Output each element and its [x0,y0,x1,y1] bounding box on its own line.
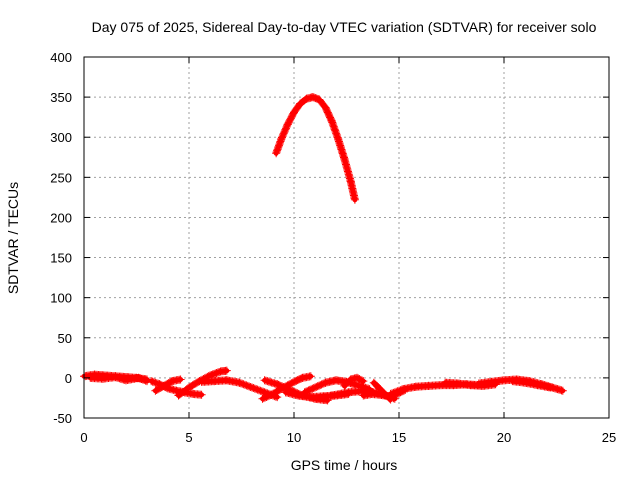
data-point [359,377,368,386]
axis-ticks: 0 5 10 15 20 25 -50 0 50 100 150 200 250 300 350 400 [50,50,616,445]
x-axis-label: GPS time / hours [291,457,398,473]
y-tick-label: -50 [53,411,72,426]
data-point [558,386,567,395]
data-point [176,375,185,384]
y-tick-label: 250 [50,170,72,185]
y-tick-label: 100 [50,291,72,306]
y-tick-label: 200 [50,210,72,225]
data-point [546,383,555,392]
series-arc-14 [369,378,395,404]
data-point [222,366,231,375]
y-tick-label: 50 [58,331,72,346]
x-tick-label: 10 [287,430,301,445]
y-tick-label: 300 [50,130,72,145]
series-arc-4 [151,375,185,395]
data-series [80,93,567,405]
x-tick-label: 5 [185,430,192,445]
series-peak-arc [272,93,359,204]
x-tick-label: 0 [80,430,87,445]
series-arc-12 [340,373,368,390]
series-arc-2 [86,373,151,386]
data-point [358,376,367,385]
x-tick-label: 15 [392,430,406,445]
chart-title: Day 075 of 2025, Sidereal Day-to-day VTE… [92,19,597,35]
x-tick-label: 25 [602,430,616,445]
data-point [197,390,206,399]
y-tick-label: 400 [50,50,72,65]
y-tick-label: 150 [50,251,72,266]
y-tick-label: 0 [65,371,72,386]
plot-frame [83,56,610,419]
x-tick-label: 20 [497,430,511,445]
y-axis-label: SDTVAR / TECUs [5,182,21,294]
series-arc-18 [508,377,555,392]
data-point [300,96,309,105]
data-point [350,195,359,204]
data-point [306,372,315,381]
y-tick-label: 350 [50,90,72,105]
data-point [141,376,150,385]
